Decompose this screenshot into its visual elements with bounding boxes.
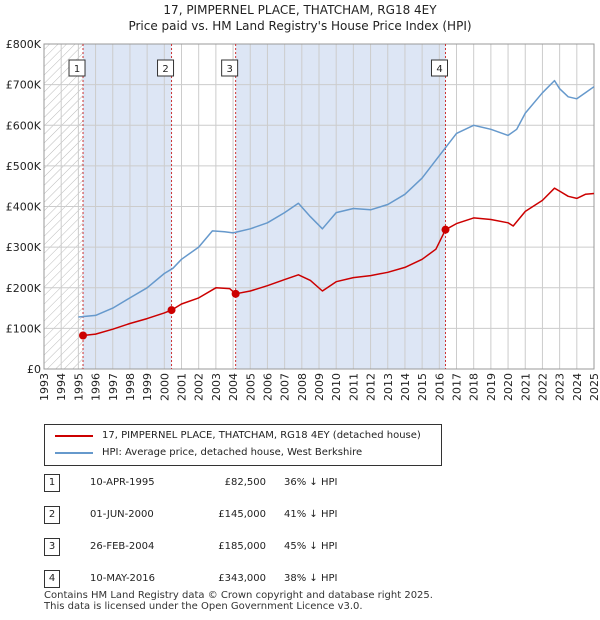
sale-label-text: 3: [226, 64, 232, 75]
sale-price: £185,000: [218, 541, 266, 552]
legend-label-property: 17, PIMPERNEL PLACE, THATCHAM, RG18 4EY …: [102, 430, 421, 441]
y-tick-label: £700K: [6, 79, 42, 92]
sale-point: [231, 289, 240, 298]
sale-row: 4 10-MAY-2016 £343,000 38% ↓ HPI: [44, 570, 444, 588]
legend: 17, PIMPERNEL PLACE, THATCHAM, RG18 4EY …: [44, 424, 442, 466]
x-axis-ticks: 1993 1994 1995 1996 1997 1998 1999 2000 2001 2002…: [38, 373, 600, 401]
x-tick-label: 2024: [571, 373, 584, 401]
sale-row: 2 01-JUN-2000 £145,000 41% ↓ HPI: [44, 506, 444, 524]
x-tick-label: 2005: [244, 373, 257, 401]
y-tick-label: £600K: [6, 119, 42, 132]
x-tick-label: 2014: [399, 373, 412, 401]
x-tick-label: 2008: [296, 373, 309, 401]
x-tick-label: 2022: [536, 373, 549, 401]
x-tick-label: 1999: [141, 373, 154, 401]
footer: Contains HM Land Registry data © Crown c…: [44, 590, 433, 612]
plot-border: [43, 43, 595, 370]
x-tick-label: 2016: [433, 373, 446, 401]
chart-subtitle: Price paid vs. HM Land Registry's House …: [128, 19, 472, 33]
x-tick-label: 2000: [158, 373, 171, 401]
sale-date: 10-APR-1995: [90, 477, 155, 488]
sale-hpi-diff: 36% ↓ HPI: [284, 477, 338, 488]
sale-number: 3: [44, 538, 60, 556]
x-tick-label: 2004: [227, 373, 240, 401]
sale-row: 1 10-APR-1995 £82,500 36% ↓ HPI: [44, 474, 444, 492]
sale-label-box: [68, 59, 86, 77]
sale-points: [79, 225, 450, 340]
sale-hpi-diff: 41% ↓ HPI: [284, 509, 338, 520]
sale-number: 2: [44, 506, 60, 524]
x-tick-label: 2025: [588, 373, 600, 401]
sale-price: £343,000: [218, 573, 266, 584]
hpi-line: [78, 79, 595, 318]
legend-label-hpi: HPI: Average price, detached house, West…: [102, 447, 363, 458]
sale-number: 1: [44, 474, 60, 492]
sale-label-text: 4: [436, 64, 442, 75]
footer-line-2: This data is licensed under the Open Gov…: [44, 601, 363, 612]
sale-point: [79, 331, 88, 340]
footer-line-1: Contains HM Land Registry data © Crown c…: [44, 590, 433, 601]
y-tick-label: £400K: [6, 201, 42, 214]
sale-price: £145,000: [218, 509, 266, 520]
sale-hpi-diff: 45% ↓ HPI: [284, 541, 338, 552]
sale-number-labels: 1 2 3 4: [68, 59, 448, 77]
y-tick-label: £500K: [6, 160, 42, 173]
x-tick-label: 1995: [72, 373, 85, 401]
sale-label-text: 2: [162, 64, 168, 75]
grid-lines: [43, 43, 595, 370]
x-tick-label: 2021: [519, 373, 532, 401]
x-tick-label: 2007: [279, 373, 292, 401]
x-tick-label: 2020: [502, 373, 515, 401]
sale-row: 3 26-FEB-2004 £185,000 45% ↓ HPI: [44, 538, 444, 556]
sale-date: 01-JUN-2000: [90, 509, 154, 520]
sale-point: [167, 306, 176, 315]
x-tick-label: 1997: [107, 373, 120, 401]
sale-point: [441, 225, 450, 234]
sale-number: 4: [44, 570, 60, 588]
x-tick-label: 1998: [124, 373, 137, 401]
legend-swatch-hpi: [55, 452, 93, 454]
x-tick-label: 2009: [313, 373, 326, 401]
sale-date: 26-FEB-2004: [90, 541, 155, 552]
x-tick-label: 2015: [416, 373, 429, 401]
sale-label-text: 1: [74, 64, 80, 75]
x-tick-label: 2002: [193, 373, 206, 401]
x-tick-label: 1993: [38, 373, 51, 401]
x-tick-label: 2017: [451, 373, 464, 401]
x-tick-label: 2019: [485, 373, 498, 401]
y-axis-ticks: £0 £100K £200K £300K £400K £500K £600K £700K £80…: [6, 38, 42, 376]
x-tick-label: 2003: [210, 373, 223, 401]
x-tick-label: 1994: [55, 373, 68, 401]
legend-swatch-property: [55, 435, 93, 437]
y-tick-label: £200K: [6, 282, 42, 295]
x-tick-label: 2023: [554, 373, 567, 401]
y-tick-label: £800K: [6, 38, 42, 51]
sale-label-box: [157, 59, 175, 77]
x-tick-label: 2018: [468, 373, 481, 401]
sale-date: 10-MAY-2016: [90, 573, 156, 584]
sale-price: £82,500: [224, 477, 266, 488]
y-tick-label: £0: [27, 363, 41, 376]
x-tick-label: 1996: [90, 373, 103, 401]
chart-title: 17, PIMPERNEL PLACE, THATCHAM, RG18 4EY: [163, 3, 437, 17]
x-tick-label: 2010: [330, 373, 343, 401]
sale-label-box: [221, 59, 239, 77]
y-tick-label: £100K: [6, 322, 42, 335]
x-tick-label: 2006: [261, 373, 274, 401]
x-tick-label: 2012: [365, 373, 378, 401]
price-chart: 1 2 3 4 £0 £100K £200K £300K £400K £500K £600K £70…: [6, 38, 600, 401]
x-tick-label: 2001: [176, 373, 189, 401]
x-tick-label: 2011: [347, 373, 360, 401]
x-tick-label: 2013: [382, 373, 395, 401]
y-tick-label: £300K: [6, 241, 42, 254]
sale-hpi-diff: 38% ↓ HPI: [284, 573, 338, 584]
sale-label-box: [431, 59, 448, 77]
